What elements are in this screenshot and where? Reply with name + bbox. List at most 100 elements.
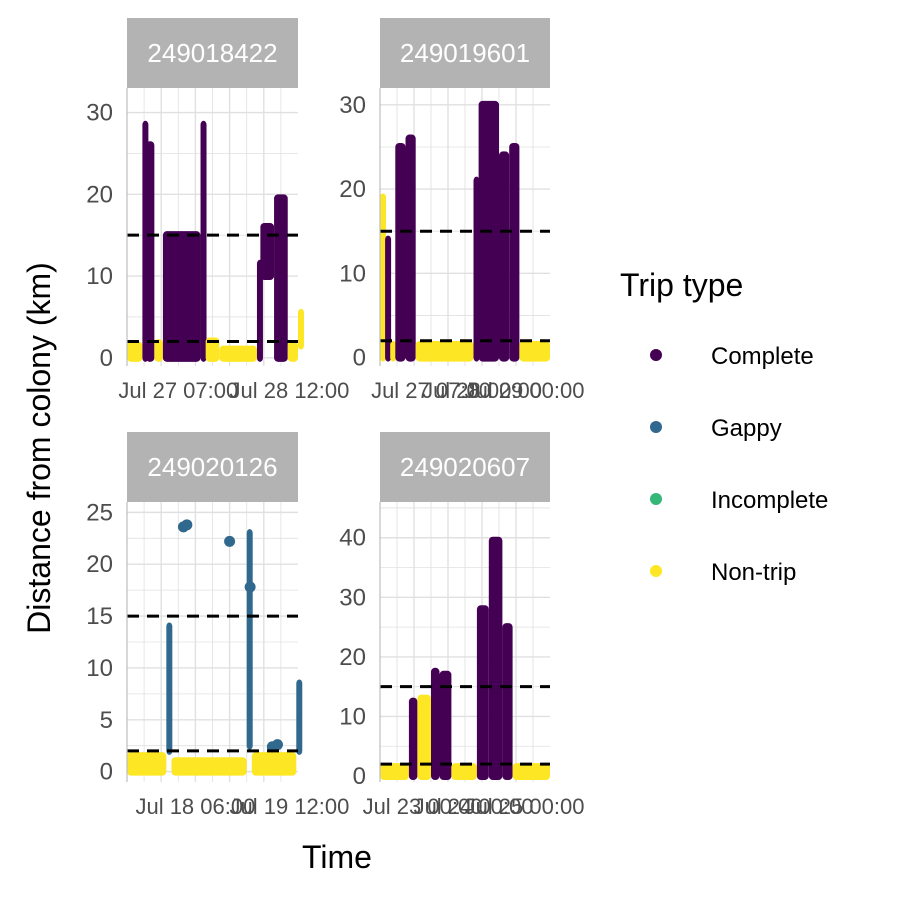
data-mark-complete [260, 223, 275, 281]
y-tick-label: 25 [86, 499, 113, 526]
y-tick-label: 30 [339, 92, 366, 119]
y-tick-label: 15 [86, 603, 113, 630]
y-tick-label: 0 [353, 763, 366, 790]
data-mark-non-trip [519, 340, 550, 362]
panel-strip [380, 432, 550, 502]
x-tick-label: Jul 29 00:00 [465, 378, 585, 403]
y-tick-label: 0 [100, 345, 113, 372]
data-mark-non-trip [512, 763, 550, 781]
y-tick-label: 10 [86, 263, 113, 290]
data-mark-gappy [296, 679, 303, 755]
x-tick-label: Jul 19 12:00 [230, 794, 350, 819]
data-point-gappy [224, 535, 236, 547]
legend-title: Trip type [620, 267, 743, 303]
panel-grid [380, 502, 550, 782]
x-axis-title: Time [302, 839, 372, 875]
data-mark-complete [431, 667, 440, 781]
y-axis-title: Distance from colony (km) [21, 262, 57, 634]
x-tick-label: Jul 18 06:00 [135, 794, 255, 819]
data-mark-non-trip [415, 340, 474, 362]
panel-strip-label: 249019601 [400, 38, 530, 68]
y-tick-label: 40 [339, 525, 366, 552]
data-mark-non-trip [390, 340, 397, 362]
legend: Trip type Complete Gappy Incomplete Non-tri… [620, 267, 828, 586]
data-mark-complete [499, 151, 510, 362]
legend-key-complete [650, 349, 662, 361]
x-tick-label: Jul 28 00:00 [422, 378, 542, 403]
data-mark-complete [405, 134, 416, 362]
y-tick-label: 20 [339, 176, 366, 203]
data-mark-complete [408, 697, 418, 781]
data-mark-non-trip [127, 341, 143, 362]
data-mark-complete [256, 259, 263, 362]
y-tick-label: 20 [86, 181, 113, 208]
data-mark-complete [473, 176, 480, 362]
data-mark-non-trip [380, 193, 386, 362]
legend-label: Incomplete [711, 487, 828, 514]
y-tick-label: 10 [86, 655, 113, 682]
y-tick-label: 20 [339, 644, 366, 671]
data-point-gappy [271, 739, 283, 751]
y-tick-label: 10 [339, 260, 366, 287]
data-mark-complete [274, 194, 288, 362]
data-mark-non-trip [417, 694, 431, 781]
data-mark-complete [509, 142, 520, 362]
data-mark-non-trip [287, 341, 298, 362]
data-mark-non-trip [298, 308, 304, 350]
data-mark-complete [145, 141, 155, 362]
legend-label: Non-trip [711, 559, 796, 586]
x-tick-label: Jul 27 07:00 [371, 378, 491, 403]
data-point-gappy [181, 519, 193, 531]
data-point-gappy [244, 581, 256, 593]
legend-key-non-trip [650, 565, 662, 577]
panel-marks [127, 519, 303, 776]
panel-strip-label: 249020126 [147, 452, 277, 482]
data-mark-non-trip [380, 763, 409, 781]
data-mark-non-trip [127, 752, 167, 776]
data-mark-non-trip [219, 345, 257, 362]
y-tick-label: 10 [339, 703, 366, 730]
data-mark-complete [385, 235, 392, 362]
data-mark-non-trip [171, 757, 247, 776]
data-mark-complete [162, 231, 201, 362]
data-mark-non-trip [251, 752, 297, 776]
x-tick-label: Jul 25 00:00 [465, 794, 585, 819]
panel-marks [380, 536, 550, 781]
data-mark-complete [439, 670, 452, 781]
data-mark-complete [476, 605, 489, 781]
panel-strip-label: 249020607 [400, 452, 530, 482]
data-mark-complete [395, 142, 406, 362]
y-tick-label: 0 [100, 759, 113, 786]
y-tick-label: 30 [86, 100, 113, 127]
legend-label: Complete [711, 343, 814, 370]
x-tick-label: Jul 24 00:00 [414, 794, 534, 819]
data-mark-non-trip [154, 339, 163, 362]
panel-strip [380, 18, 550, 88]
panel-strip [127, 18, 298, 88]
legend-label: Gappy [711, 415, 782, 442]
y-tick-label: 20 [86, 551, 113, 578]
legend-key-gappy [650, 421, 662, 433]
data-mark-complete [200, 120, 207, 362]
y-tick-label: 5 [100, 707, 113, 734]
data-mark-complete [502, 623, 513, 781]
x-tick-label: Jul 27 07:00 [118, 378, 238, 403]
legend-key-incomplete [650, 493, 662, 505]
panel-strip-label: 249018422 [147, 38, 277, 68]
data-mark-non-trip [205, 337, 220, 362]
panel-grid [127, 502, 298, 782]
data-mark-gappy [246, 529, 253, 750]
panel-marks [127, 120, 304, 362]
x-tick-label: Jul 28 12:00 [230, 378, 350, 403]
data-mark-gappy [166, 622, 173, 755]
panel-strip [127, 432, 298, 502]
data-mark-non-trip [451, 763, 477, 781]
x-tick-label: Jul 23 00:00 [363, 794, 483, 819]
data-mark-complete [488, 536, 503, 781]
